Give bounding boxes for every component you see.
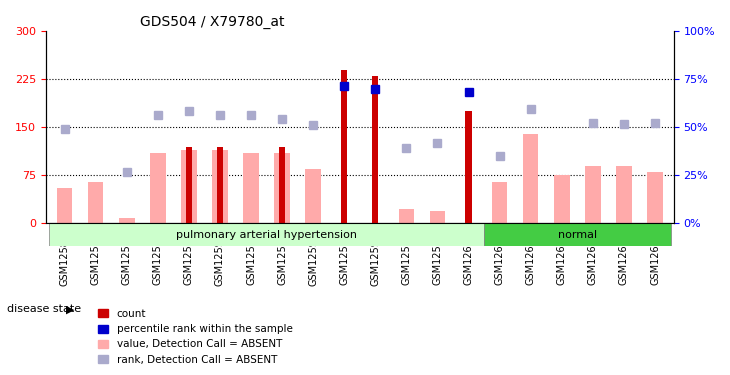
Bar — [243, 153, 259, 224]
Legend: count, percentile rank within the sample, value, Detection Call = ABSENT, rank, : count, percentile rank within the sample… — [93, 304, 298, 370]
Bar — [585, 166, 601, 224]
Bar — [341, 70, 347, 224]
Bar — [279, 147, 285, 224]
Bar — [430, 211, 445, 224]
Bar — [523, 134, 539, 224]
Bar — [648, 172, 663, 224]
Text: normal: normal — [558, 230, 597, 240]
Text: disease state: disease state — [7, 304, 82, 314]
Text: GDS504 / X79780_at: GDS504 / X79780_at — [140, 15, 285, 29]
Bar — [554, 176, 569, 223]
Bar — [305, 169, 321, 224]
Bar — [212, 150, 228, 224]
Bar — [492, 182, 507, 224]
Bar — [119, 218, 134, 223]
Bar — [88, 182, 104, 224]
Bar — [274, 153, 290, 224]
Bar — [399, 209, 414, 224]
Bar — [150, 153, 166, 224]
Bar — [57, 188, 72, 224]
Bar — [186, 147, 192, 224]
Bar — [217, 147, 223, 224]
FancyBboxPatch shape — [49, 224, 484, 246]
Bar — [616, 166, 631, 224]
Bar — [372, 76, 378, 223]
Bar — [466, 111, 472, 224]
Bar — [181, 150, 196, 224]
Text: ▶: ▶ — [66, 304, 74, 314]
Text: pulmonary arterial hypertension: pulmonary arterial hypertension — [176, 230, 357, 240]
FancyBboxPatch shape — [484, 224, 671, 246]
